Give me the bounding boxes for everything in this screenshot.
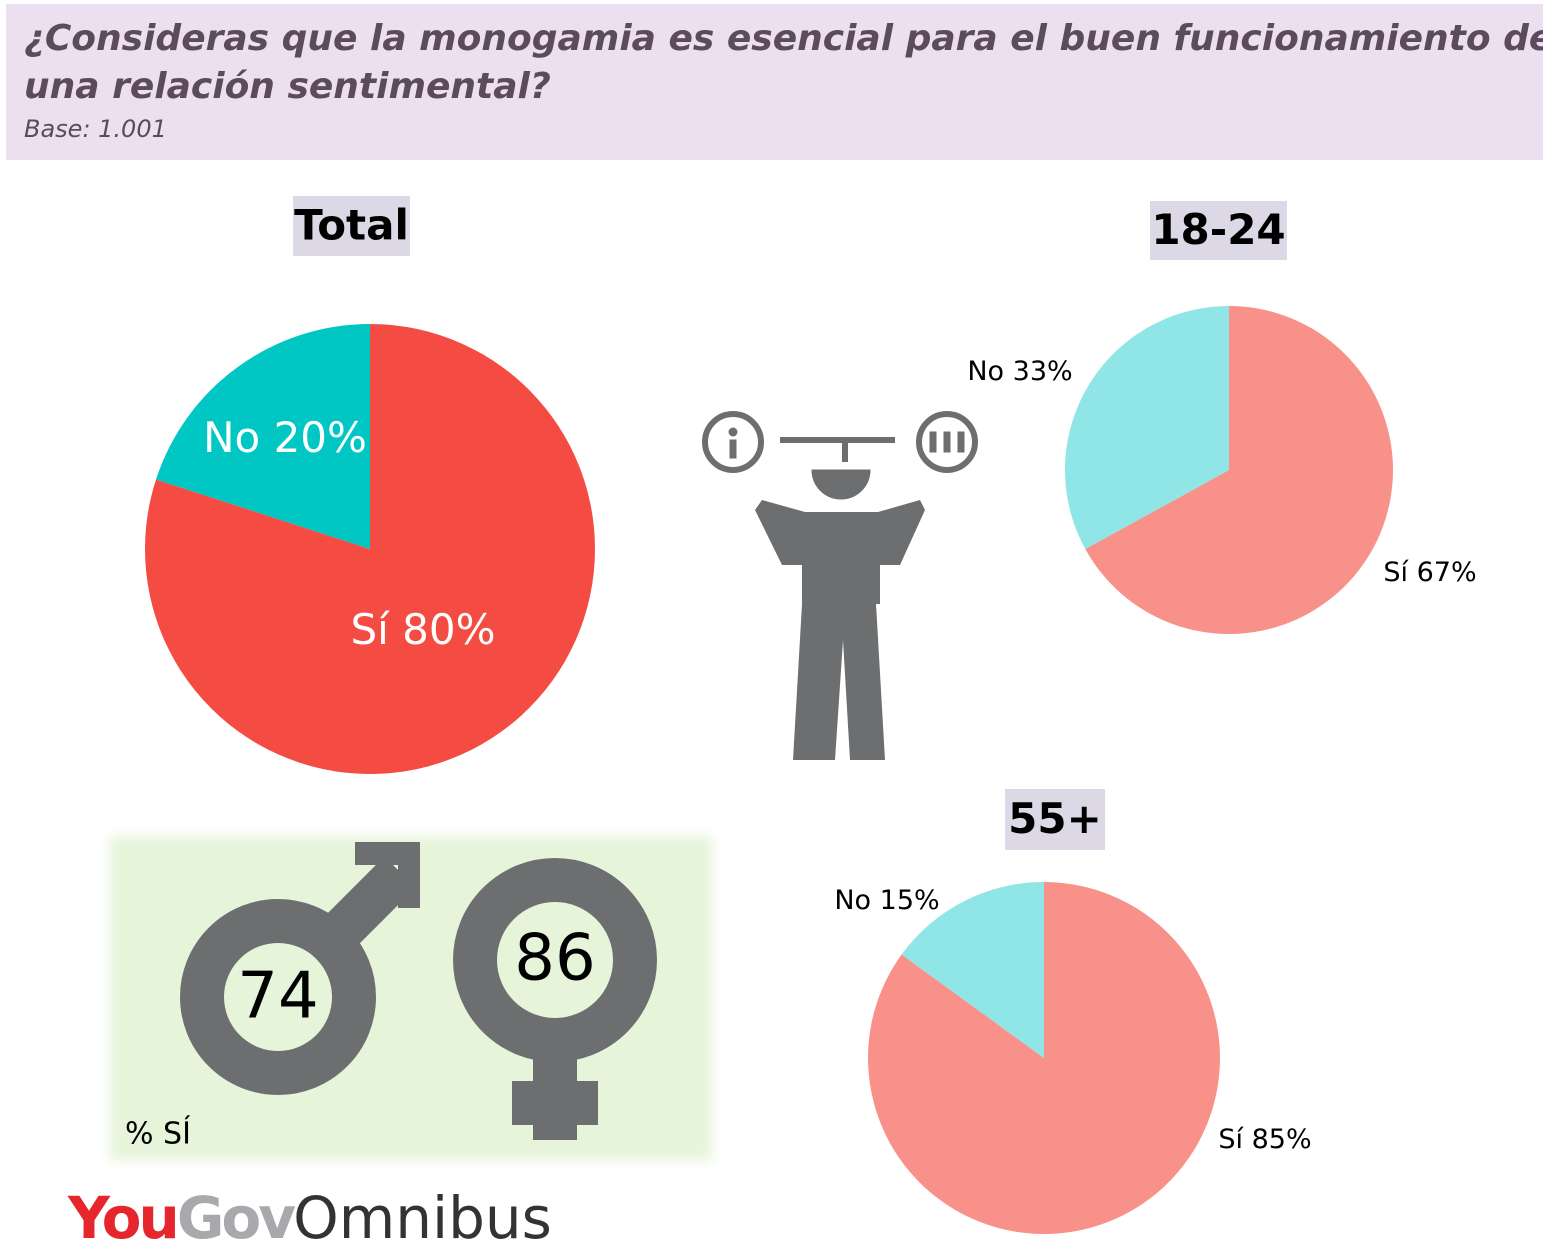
pie-slice	[901, 882, 1044, 1058]
slice-value: 85%	[1252, 1124, 1312, 1155]
person-icon	[702, 411, 978, 760]
men-value: 74	[237, 960, 318, 1034]
title: ¿Consideras que la monogamia es esencial…	[24, 18, 1543, 59]
slice-category: Sí	[1383, 557, 1409, 588]
male-arrow	[355, 842, 420, 908]
slice-label: No 15%	[834, 885, 939, 916]
slice-label: Sí 85%	[1218, 1124, 1311, 1155]
slice-category: No	[834, 885, 871, 916]
logo-gov: Gov	[177, 1184, 295, 1252]
pie-slice	[1064, 305, 1229, 550]
slice-label: Sí 67%	[1383, 557, 1476, 588]
pie-title-bg	[1005, 789, 1105, 850]
slice-label: No 20%	[203, 413, 367, 462]
pie-title: 55+	[1008, 794, 1102, 843]
slice-value: 80%	[402, 605, 495, 654]
slice-category: No	[967, 356, 1004, 387]
slice-category: No	[203, 413, 260, 462]
header-bg	[6, 4, 1543, 160]
slice-label: Sí 80%	[350, 605, 495, 654]
subtitle: Base: 1.001	[24, 115, 167, 143]
pie-title: 18-24	[1151, 205, 1285, 254]
logo: YouGovOmnibus	[67, 1184, 552, 1252]
pie-slice	[156, 324, 370, 549]
logo-you: You	[67, 1184, 177, 1252]
slice-value: 67%	[1417, 557, 1477, 588]
slice-value: 33%	[1013, 356, 1073, 387]
pie-slice	[1085, 306, 1393, 634]
gender-label: % SÍ	[125, 1116, 191, 1152]
title: una relación sentimental?	[24, 66, 551, 107]
pie-title-bg	[1150, 201, 1287, 260]
slice-category: Sí	[1218, 1124, 1244, 1155]
pie-title: Total	[294, 201, 409, 250]
slice-value: 15%	[880, 885, 940, 916]
slice-value: 20%	[274, 413, 367, 462]
pie-title-bg	[293, 196, 410, 256]
slice-label: No 33%	[967, 356, 1072, 387]
women-value: 86	[514, 922, 595, 996]
gender-icons	[180, 856, 657, 1140]
logo-omnibus: Omnibus	[293, 1184, 552, 1252]
slice-category: Sí	[350, 605, 390, 654]
